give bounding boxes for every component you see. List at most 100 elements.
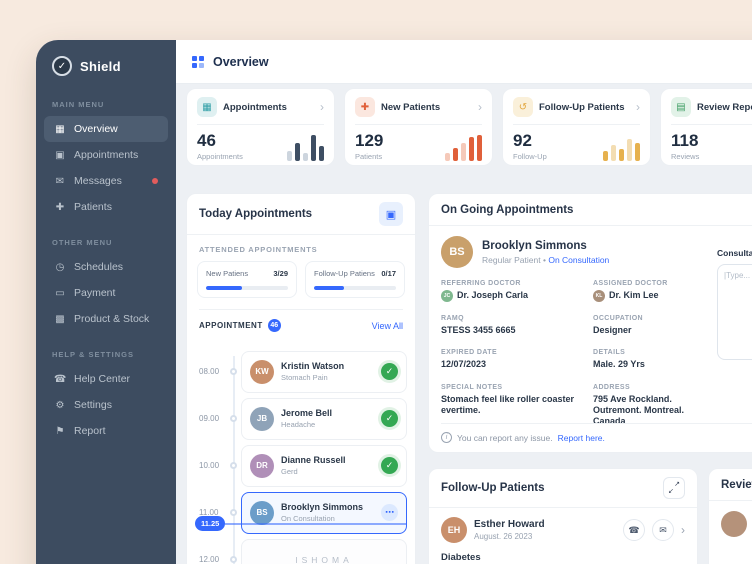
sidebar-section: HELP & SETTINGS ☎ Help Center ⚙ Settings… [44,350,168,444]
review-panel: Review [708,468,752,564]
page-title: Overview [213,54,269,69]
sidebar-item-product-stock[interactable]: ▩ Product & Stock [44,306,168,332]
appointment-card[interactable]: DR Dianne Russell Gerd ✓ [241,444,407,487]
avatar: BS [250,500,274,525]
call-button[interactable]: ☎ [623,519,645,541]
stat-card-new-patients[interactable]: ✚ New Patients › 129 Patients [344,88,493,166]
stat-label: Appointments [223,101,287,113]
field-occupation: OCCUPATION Designer [593,315,717,336]
appointments-stat-icon: ▦ [197,97,217,117]
slot-time: 09.00 [199,414,220,423]
chevron-right-icon[interactable]: › [636,100,640,114]
consultation-input[interactable] [717,264,752,360]
avatar: EH [441,517,467,543]
slot-time: 08.00 [199,367,220,376]
appointment-slot: 09.00 JB Jerome Bell Headache ✓ [187,395,415,442]
appointment-text: Jerome Bell Headache [281,408,332,429]
mini-bar [461,143,466,161]
appointment-card[interactable]: KW Kristin Watson Stomach Pain ✓ [241,350,407,393]
appointment-slot: 08.00 KW Kristin Watson Stomach Pain ✓ [187,348,415,395]
follow-up-stat-icon: ↺ [513,97,533,117]
sidebar-item-label: Messages [74,175,122,187]
sidebar-section: MAIN MENU ▦ Overview ▣ Appointments ✉ Me… [44,100,168,220]
chevron-right-icon[interactable]: › [681,523,685,537]
settings-icon: ⚙ [55,399,65,411]
ongoing-patient: BS Brooklyn Simmons Regular Patient • On… [429,226,752,276]
appointment-count-badge: 46 [267,319,281,332]
appointment-card[interactable]: JB Jerome Bell Headache ✓ [241,397,407,440]
calendar-icon: ▣ [385,208,397,221]
appointment-text: Brooklyn Simmons On Consultation [281,502,363,523]
view-all-link[interactable]: View All [371,320,403,331]
report-note: i You can report any issue. Report here. [441,423,752,443]
panel-title: On Going Appointments [441,203,574,216]
avatar [721,511,747,537]
field-value: STESS 3455 6665 [441,325,593,336]
divider [199,309,403,310]
field-address: ADDRESS 795 Ave Rockland. Outremont. Mon… [593,384,717,428]
sidebar-item-settings[interactable]: ⚙ Settings [44,392,168,418]
field-value: JC Dr. Joseph Carla [441,290,593,302]
chevron-right-icon[interactable]: › [320,100,324,114]
avatar: BS [441,236,473,268]
progress-track [206,286,288,290]
field-value: Male. 29 Yrs [593,359,717,370]
review-patient-row[interactable] [709,501,752,547]
progress-fill [314,286,344,290]
avatar: KW [250,359,274,384]
stat-card-appointments[interactable]: ▦ Appointments › 46 Appointments [186,88,335,166]
sidebar-item-help-center[interactable]: ☎ Help Center [44,366,168,392]
stat-body: 92 Follow-Up [513,125,640,161]
meta-separator: • [542,254,546,265]
appointment-note: Headache [281,420,316,429]
field-value-text: 795 Ave Rockland. Outremont. Montreal. C… [593,393,685,427]
sidebar-item-label: Report [74,425,106,437]
stat-card-review-report[interactable]: ▤ Review Report › 118 Reviews [660,88,752,166]
patient-fields: REFERRING DOCTOR JC Dr. Joseph Carla ASSI… [429,276,752,427]
followup-patient-header[interactable]: EH Esther Howard August. 26 2023 ☎ ✉ › [441,517,685,543]
appointment-slot: 12.00 ISHOMA [187,536,415,564]
sidebar-item-overview[interactable]: ▦ Overview [44,116,168,142]
appointments-timeline: 08.00 KW Kristin Watson Stomach Pain ✓ 0… [187,348,415,564]
expand-icon: ↗ [674,481,680,488]
calendar-button[interactable]: ▣ [379,202,403,226]
stat-card-follow-up-patients[interactable]: ↺ Follow-Up Patients › 92 Follow-Up [502,88,651,166]
status-done-icon: ✓ [381,410,398,427]
attended-progress-card: New Patiens 3/29 [197,261,297,298]
followup-condition: Diabetes [441,552,481,563]
field-value-text: Dr. Kim Lee [609,290,659,300]
mini-bar [611,145,616,161]
break-card[interactable]: ISHOMA [241,538,407,564]
report-note-text: You can report any issue. [457,432,553,443]
expand-button[interactable]: ↗ ↙ [663,477,685,499]
sidebar-item-payment[interactable]: ▭ Payment [44,280,168,306]
avatar: JB [250,406,274,431]
app-logo: ✓ Shield [44,54,168,90]
chevron-right-icon[interactable]: › [478,100,482,114]
slot-time: 11.00 [199,508,219,517]
report-here-link[interactable]: Report here. [557,432,605,443]
sidebar-item-appointments[interactable]: ▣ Appointments [44,142,168,168]
appointment-note: Gerd [281,467,298,476]
slot-time: 12.00 [199,555,220,564]
timeline-line [233,356,235,564]
topbar: Overview [176,40,752,84]
sidebar-item-messages[interactable]: ✉ Messages [44,168,168,194]
sidebar-item-patients[interactable]: ✚ Patients [44,194,168,220]
panel-title: Follow-Up Patients [441,482,545,494]
mini-bar [303,153,308,161]
field-special-notes: SPECIAL NOTES Stomach feel like roller c… [441,384,593,428]
mail-button[interactable]: ✉ [652,519,674,541]
field-label: DETAILS [593,349,626,357]
sidebar-item-schedules[interactable]: ◷ Schedules [44,254,168,280]
appointment-card[interactable]: BS Brooklyn Simmons On Consultation ⋯ [241,491,407,534]
followup-patient-text: Esther Howard August. 26 2023 [474,519,616,541]
sidebar-item-report[interactable]: ⚑ Report [44,418,168,444]
stat-sublabel: Patients [355,152,383,161]
timeline-dot [230,368,237,375]
progress-track [314,286,396,290]
timeline-dot [230,509,237,516]
field-value-text: STESS 3455 6665 [441,325,516,335]
field-expired-date: EXPIRED DATE 12/07/2023 [441,349,593,370]
patient-name: Esther Howard [474,519,545,530]
